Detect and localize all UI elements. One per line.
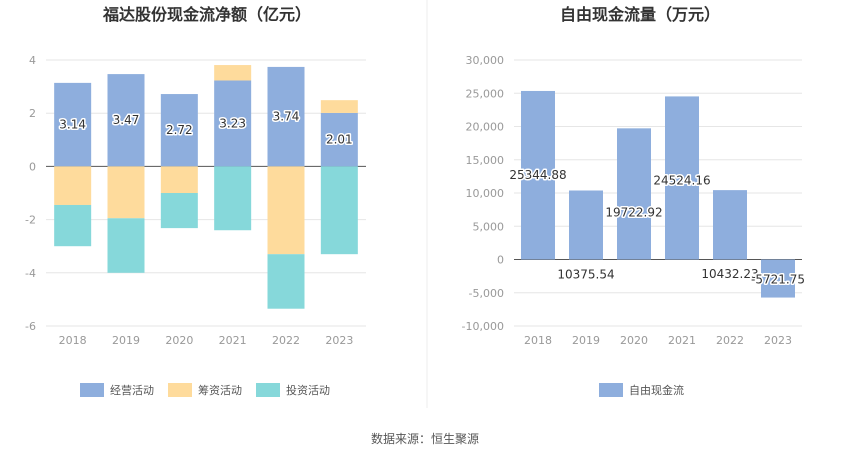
chart1-plot: 4 2 0 -2 -4 -6 2018 2019 2020 2021 2022 2023 3.14 3.4…: [25, 54, 366, 347]
chart1-bar-3-2023[interactable]: [320, 166, 358, 255]
chart1-bar-3-2021[interactable]: [214, 166, 252, 231]
chart2-bar-1-2022[interactable]: [713, 190, 747, 260]
chart2-data-label: 10375.54: [557, 268, 614, 282]
chart1-bar-1-2023[interactable]: [320, 112, 358, 167]
chart1-bar-3-2022[interactable]: [267, 254, 305, 309]
chart2-y-tick-label: -5,000: [469, 287, 504, 300]
chart1-x-tick-label: 2023: [325, 334, 353, 347]
chart1-data-label: 2.01: [326, 133, 353, 147]
chart2-data-label: 25344.88: [509, 168, 566, 182]
chart1-legend-label-2[interactable]: 筹资活动: [198, 383, 242, 397]
chart1-legend-swatch-1[interactable]: [80, 383, 104, 397]
chart1-bar-2-2018[interactable]: [54, 166, 92, 205]
chart1-bar-3-2018[interactable]: [54, 204, 92, 247]
chart2-legend[interactable]: 自由现金流: [599, 383, 684, 397]
chart1-data-label: 3.47: [113, 113, 140, 127]
chart2-x-tick-label: 2018: [524, 334, 552, 347]
chart1-bar-3-2020[interactable]: [160, 193, 198, 229]
chart1-bar-1-2021[interactable]: [214, 80, 252, 167]
chart1-bar-1-2018[interactable]: [54, 82, 92, 167]
chart2-x-tick-label: 2022: [716, 334, 744, 347]
chart1-x-tick-label: 2022: [272, 334, 300, 347]
chart1-data-label: 2.72: [166, 123, 193, 137]
chart1-y-tick-label: 4: [29, 54, 36, 67]
chart2-data-label: 24524.16: [653, 173, 710, 187]
chart1-x-tick-label: 2021: [219, 334, 247, 347]
chart2-x-tick-label: 2023: [764, 334, 792, 347]
chart2-x-tick-label: 2019: [572, 334, 600, 347]
chart2-legend-swatch-1[interactable]: [599, 383, 623, 397]
chart1-data-label: 3.23: [219, 116, 246, 130]
chart2-y-tick-label: 25,000: [466, 87, 505, 100]
chart1-data-label: 3.14: [59, 118, 86, 132]
chart2-data-label: 19722.92: [605, 205, 662, 219]
chart2-y-tick-label: 15,000: [466, 154, 505, 167]
chart2-title: 自由现金流量（万元）: [560, 5, 720, 24]
chart1-legend-label-3[interactable]: 投资活动: [286, 383, 330, 397]
chart1-bar-2-2019[interactable]: [107, 166, 145, 219]
chart1-x-tick-label: 2018: [59, 334, 87, 347]
chart1-y-tick-label: -4: [25, 267, 36, 280]
chart1-legend[interactable]: 经营活动 筹资活动 投资活动: [80, 383, 330, 397]
chart2-bar-1-2021[interactable]: [665, 96, 699, 260]
chart1-bar-2-2023[interactable]: [320, 100, 358, 113]
chart2-legend-label-1[interactable]: 自由现金流: [629, 383, 684, 397]
data-source: 数据来源：恒生聚源: [371, 431, 479, 446]
chart1-y-tick-label: 2: [29, 107, 36, 120]
chart2-data-label: 10432.23: [701, 267, 758, 281]
chart1-y-tick-label: 0: [29, 160, 36, 173]
chart2-x-tick-label: 2021: [668, 334, 696, 347]
chart2-y-tick-label: 10,000: [466, 187, 505, 200]
chart1-y-tick-label: -6: [25, 320, 36, 333]
chart1-bar-2-2021[interactable]: [214, 65, 252, 81]
chart2-y-tick-label: 5,000: [473, 220, 505, 233]
chart2-y-tick-label: 0: [497, 254, 504, 267]
chart1-x-tick-label: 2020: [165, 334, 193, 347]
chart1-legend-swatch-2[interactable]: [168, 383, 192, 397]
chart1-title: 福达股份现金流净额（亿元）: [102, 5, 311, 24]
chart2-y-tick-label: 30,000: [466, 54, 505, 67]
chart2-x-tick-label: 2020: [620, 334, 648, 347]
chart2-bar-1-2020[interactable]: [617, 128, 651, 260]
chart1-bar-1-2019[interactable]: [107, 74, 145, 167]
chart1-bar-1-2020[interactable]: [160, 94, 198, 167]
chart1-legend-swatch-3[interactable]: [256, 383, 280, 397]
chart2-y-tick-label: 20,000: [466, 121, 505, 134]
chart2-y-tick-label: -10,000: [462, 320, 504, 333]
chart2-data-label: -5721.75: [751, 273, 805, 287]
chart1-bar-1-2022[interactable]: [267, 66, 305, 167]
chart1-data-label: 3.74: [273, 110, 300, 124]
chart1-y-tick-label: -2: [25, 214, 36, 227]
chart1-bar-2-2020[interactable]: [160, 166, 198, 193]
chart2-bar-1-2019[interactable]: [569, 190, 603, 260]
chart2-plot: 30,000 25,000 20,000 15,000 10,000 5,000 0 -5,0…: [462, 54, 807, 347]
chart1-x-tick-label: 2019: [112, 334, 140, 347]
chart1-bar-2-2022[interactable]: [267, 166, 305, 255]
chart2-bar-1-2018[interactable]: [521, 90, 555, 260]
chart1-bar-3-2019[interactable]: [107, 218, 145, 273]
chart1-legend-label-1[interactable]: 经营活动: [110, 383, 154, 397]
chart2-bar-1-2023[interactable]: [761, 259, 795, 298]
